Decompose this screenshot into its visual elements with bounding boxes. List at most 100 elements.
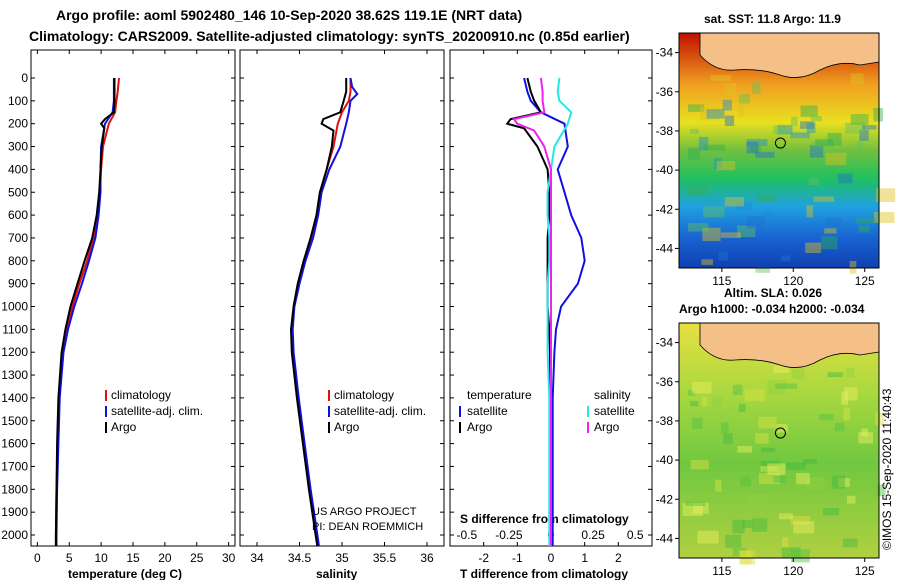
depth-tick-label: 700 [8,231,28,245]
texture-cell [729,408,740,413]
texture-cell [796,473,810,485]
texture-cell [767,380,787,394]
depth-tick-label: 400 [8,162,28,176]
texture-cell [724,83,737,96]
depth-tick-label: 500 [8,185,28,199]
texture-cell [847,495,856,504]
sst-map [678,32,896,274]
series-line-salinity-satellite [546,77,573,546]
depth-tick-label: 1300 [1,368,28,382]
texture-cell [800,121,814,129]
texture-cell [875,412,885,426]
texture-cell [850,114,869,125]
texture-cell [806,122,816,134]
texture-cell [732,384,743,396]
texture-cell [861,428,869,436]
texture-cell [838,173,853,184]
temperature-axis-label: temperature (deg C) [68,567,182,580]
lat-tick-label: -34 [656,46,674,60]
texture-cell [781,255,791,262]
lon-tick-label: 120 [783,564,803,578]
texture-cell [859,130,869,141]
texture-cell [737,445,752,453]
lat-tick-label: -36 [656,375,674,389]
texture-cell [873,211,895,223]
texture-cell [739,550,752,565]
texture-cell [682,502,703,517]
texture-cell [825,152,847,166]
texture-cell [808,177,820,186]
legend-label-t-argo: Argo [467,420,493,434]
lon-tick-label: 120 [783,274,803,288]
texture-cell [775,383,797,389]
temperature-legend: climatology satellite-adj. clim. Argo [105,388,203,434]
lat-tick-label: -42 [656,492,674,506]
depth-tick-label: 100 [8,94,28,108]
texture-cell [791,368,805,379]
series-line-satellite-adj-clim- [291,77,359,546]
series-line-climatology [290,78,352,546]
texture-cell [746,216,765,229]
texture-cell [793,521,815,534]
texture-cell [703,144,726,151]
depth-tick-label: 900 [8,277,28,291]
lat-tick-label: -40 [656,453,674,467]
texture-cell [850,73,864,85]
s-diff-tick-label: -0.25 [495,528,523,542]
texture-cell [805,242,822,253]
texture-cell [755,151,775,158]
texture-cell [755,267,771,273]
texture-cell [702,396,712,407]
texture-cell [742,520,753,528]
s-diff-tick-label: -0.5 [456,528,477,542]
texture-cell [777,125,793,135]
sst-profile-marker [774,137,786,149]
texture-cell [778,513,794,520]
depth-tick-label: 300 [8,140,28,154]
x-tick-label: 5 [66,551,73,565]
texture-cell [763,466,785,476]
texture-cell [689,129,699,134]
texture-cell [702,227,721,242]
texture-cell [803,459,818,464]
texture-cell [822,508,840,516]
texture-cell [858,432,873,444]
temperature-panel-frame [30,49,236,547]
lon-tick-label: 125 [855,564,875,578]
texture-cell [773,365,790,373]
x-tick-label: -1 [512,551,523,565]
depth-tick-label: 1200 [1,345,28,359]
texture-cell [757,194,775,203]
texture-cell [686,185,709,196]
legend-label-argo: Argo [111,420,137,434]
texture-cell [752,518,768,532]
x-tick-label: 0 [548,551,555,565]
texture-cell [845,122,866,134]
texture-cell [697,530,719,544]
texture-cell [873,107,883,122]
texture-cell [721,422,729,434]
depth-tick-label: 2000 [1,528,28,542]
s-diff-tick-label: 0.25 [581,528,605,542]
texture-cell [746,139,768,146]
texture-cell [724,115,735,126]
texture-cell [790,516,811,525]
texture-cell [687,390,695,396]
texture-cell [811,141,833,147]
depth-tick-label: 1900 [1,505,28,519]
legend-title-salinity: salinity [594,388,631,402]
texture-cell [703,206,725,218]
sla-lat-axis: -34 -36 -38 -40 -42 -44 [656,336,679,545]
texture-cell [688,104,705,112]
sla-map-title: Altim. SLA: 0.026 [724,286,822,300]
legend-label-satellite: satellite-adj. clim. [334,404,426,418]
x-tick-label: 34 [250,551,264,565]
salinity-legend: climatology satellite-adj. clim. Argo US… [312,388,426,533]
texture-cell [693,502,709,514]
texture-cell [821,236,838,250]
texture-cell [767,463,786,475]
texture-cell [858,225,870,233]
texture-cell [782,537,789,548]
header-line-1: Argo profile: aoml 5902480_146 10-Sep-20… [56,7,522,23]
texture-cell [790,132,810,139]
